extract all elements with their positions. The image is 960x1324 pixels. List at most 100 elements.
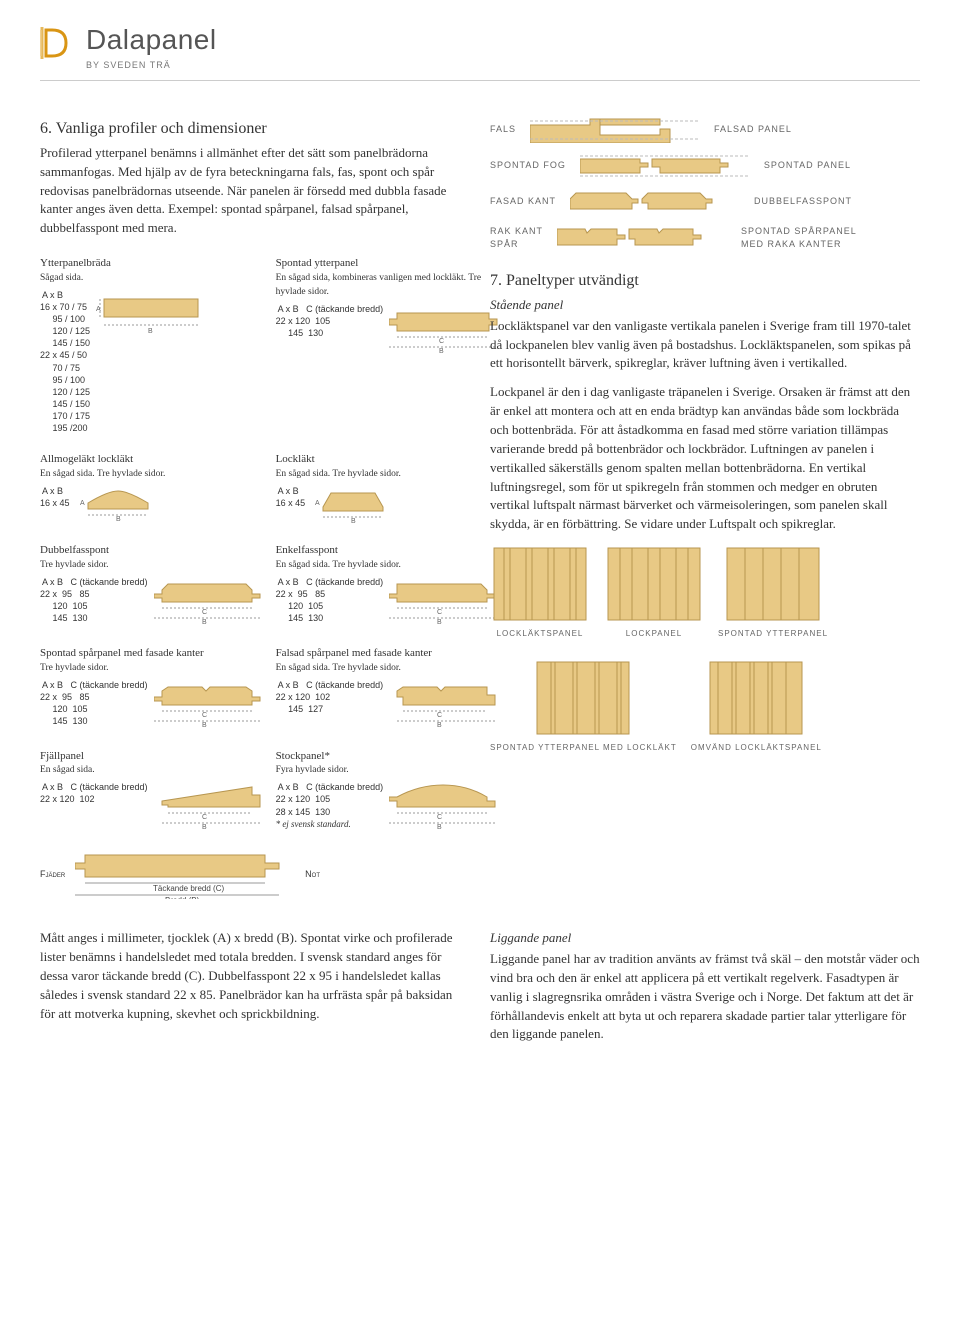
profile-locklakt: Lockläkt En sågad sida. Tre hyvlade sido…	[276, 452, 510, 525]
tag-spontad-fog: SPONTAD FOG	[490, 159, 566, 172]
panel-illustration-icon	[604, 544, 704, 624]
panel-spontad-ytterpanel: SPONTAD YTTERPANEL	[718, 544, 828, 640]
svg-text:C: C	[437, 814, 442, 821]
profile-dims: A x B 16 x 70 / 75 95 / 100 120 / 125 14…	[40, 289, 90, 435]
profile-title: Spontad spårpanel med fasade kanter	[40, 646, 264, 662]
staende-p2: Lockpanel är den i dag vanligaste träpan…	[490, 383, 920, 534]
profile-desc: En sågad sida. Tre hyvlade sidor.	[40, 468, 264, 482]
profile-desc: En sågad sida. Tre hyvlade sidor.	[276, 662, 510, 676]
svg-text:B: B	[437, 722, 442, 729]
profile-dims: A x B C (täckande bredd) 22 x 120 105 28…	[276, 781, 384, 817]
svg-text:B: B	[439, 348, 444, 355]
profile-desc: En sågad sida.	[40, 764, 264, 778]
profile-dims: A x B 16 x 45	[40, 485, 70, 509]
profile-enkelfasspont: Enkelfasspont En sågad sida. Tre hyvlade…	[276, 543, 510, 628]
board-cross-section-icon: C B	[154, 781, 264, 833]
falsad-panel-icon	[530, 117, 700, 143]
profile-title: Stockpanel*	[276, 749, 510, 765]
profile-title: Dubbelfasspont	[40, 543, 264, 559]
svg-text:C: C	[202, 712, 207, 719]
svg-text:B: B	[437, 824, 442, 831]
caption-falsad-panel: FALSAD PANEL	[714, 123, 792, 136]
profile-title: Fjällpanel	[40, 749, 264, 765]
spontad-sparpanel-icon	[557, 225, 727, 251]
panel-types-row2: SPONTAD YTTERPANEL MED LOCKLÄKT OMVÄND L…	[490, 658, 920, 754]
profile-desc: En sågad sida. Tre hyvlade sidor.	[276, 468, 510, 482]
svg-text:A: A	[80, 500, 85, 507]
logo-mark-icon	[40, 24, 78, 68]
svg-text:C: C	[439, 338, 444, 345]
board-cross-section-icon: A B	[96, 289, 206, 337]
profile-title: Lockläkt	[276, 452, 510, 468]
fjader-label: Fjäder	[40, 868, 65, 881]
section6-body: Profilerad ytterpanel benämns i allmänhe…	[40, 144, 460, 238]
panel-spontad-ytterpanel-locklakt: SPONTAD YTTERPANEL MED LOCKLÄKT	[490, 658, 677, 754]
profile-stockpanel: Stockpanel* Fyra hyvlade sidor. A x B C …	[276, 749, 510, 834]
profile-desc: Sågad sida.	[40, 272, 264, 286]
label-row-spontad: SPONTAD FOG SPONTAD PANEL	[490, 153, 920, 179]
profile-spontad-ytterpanel: Spontad ytterpanel En sågad sida, kombin…	[276, 256, 510, 434]
staende-title: Stående panel	[490, 296, 920, 315]
profile-dims: A x B 16 x 45	[276, 485, 306, 509]
brand-name: Dalapanel	[86, 20, 217, 61]
profile-title: Spontad ytterpanel	[276, 256, 510, 272]
header-divider	[40, 80, 920, 81]
profile-desc: En sågad sida. Tre hyvlade sidor.	[276, 559, 510, 573]
svg-text:A: A	[315, 500, 320, 507]
panel-lockpanel: LOCKPANEL	[604, 544, 704, 640]
bottom-left: Mått anges i millimeter, tjocklek (A) x …	[40, 929, 460, 1054]
liggande-p1: Liggande panel har av tradition använts …	[490, 950, 920, 1044]
profile-spontad-sparpanel: Spontad spårpanel med fasade kanter Tre …	[40, 646, 264, 731]
profile-title: Allmogeläkt lockläkt	[40, 452, 264, 468]
caption-spontad-sparpanel: SPONTAD SPÅRPANEL MED RAKA KANTER	[741, 225, 861, 251]
tag-rak-kant: RAK KANT	[490, 225, 543, 238]
svg-text:B: B	[202, 722, 207, 729]
profile-dims: A x B C (täckande bredd) 22 x 120 102	[40, 781, 148, 805]
svg-text:C: C	[202, 814, 207, 821]
tag-spar: SPÅR	[490, 238, 543, 251]
profile-dims: A x B C (täckande bredd) 22 x 95 85 120 …	[40, 679, 148, 728]
profile-desc: Fyra hyvlade sidor.	[276, 764, 510, 778]
panel-caption: OMVÄND LOCKLÄKTSPANEL	[691, 742, 822, 754]
profile-label-diagrams: FALS FALSAD PANEL SPONTAD FOG SPONTAD PA…	[490, 117, 920, 251]
svg-text:C: C	[437, 712, 442, 719]
panel-illustration-icon	[723, 544, 823, 624]
panel-illustration-icon	[490, 544, 590, 624]
profile-dims: A x B C (täckande bredd) 22 x 120 102 14…	[276, 679, 384, 715]
brand-header: Dalapanel BY SVEDEN TRÄ	[40, 20, 920, 72]
board-cross-section-icon: C B	[389, 576, 499, 628]
svg-text:B: B	[116, 516, 121, 523]
board-cross-section-icon: A B	[78, 485, 158, 525]
profile-desc: Tre hyvlade sidor.	[40, 559, 264, 573]
profile-dims: A x B C (täckande bredd) 22 x 95 85 120 …	[276, 576, 384, 625]
page-columns: 6. Vanliga profiler och dimensioner Prof…	[40, 117, 920, 900]
spontad-panel-icon	[580, 153, 750, 179]
panel-types-row1: LOCKLÄKTSPANEL LOCKPANEL	[490, 544, 920, 640]
svg-text:C: C	[437, 609, 442, 616]
profile-ytterpanelbrada: Ytterpanelbräda Sågad sida. A x B 16 x 7…	[40, 256, 264, 434]
right-column: FALS FALSAD PANEL SPONTAD FOG SPONTAD PA…	[490, 117, 920, 900]
profile-title: Falsad spårpanel med fasade kanter	[276, 646, 510, 662]
profile-dims: A x B C (täckande bredd) 22 x 120 105 14…	[276, 303, 384, 339]
panel-locklaktspanel: LOCKLÄKTSPANEL	[490, 544, 590, 640]
caption-dubbelfasspont: DUBBELFASSPONT	[754, 195, 852, 208]
svg-text:Täckande bredd (C): Täckande bredd (C)	[153, 884, 224, 893]
label-row-fals: FALS FALSAD PANEL	[490, 117, 920, 143]
svg-text:Bredd (B): Bredd (B)	[165, 896, 200, 899]
label-row-rak: RAK KANT SPÅR SPONTAD SPÅRPANEL MED RAKA…	[490, 225, 920, 251]
svg-text:B: B	[202, 824, 207, 831]
panel-illustration-icon	[533, 658, 633, 738]
svg-text:B: B	[351, 518, 356, 525]
panel-caption: LOCKLÄKTSPANEL	[497, 628, 584, 640]
board-cross-section-icon: C B	[389, 679, 499, 731]
profile-dims: A x B C (täckande bredd) 22 x 95 85 120 …	[40, 576, 148, 625]
board-cross-section-icon: A B	[313, 485, 393, 525]
panel-caption: SPONTAD YTTERPANEL MED LOCKLÄKT	[490, 742, 677, 754]
profile-title: Enkelfasspont	[276, 543, 510, 559]
caption-spontad-panel: SPONTAD PANEL	[764, 159, 851, 172]
liggande-title: Liggande panel	[490, 929, 920, 948]
label-row-fasad: FASAD KANT DUBBELFASSPONT	[490, 189, 920, 215]
staende-p1: Lockläktspanel var den vanligaste vertik…	[490, 317, 920, 374]
profile-falsad-sparpanel: Falsad spårpanel med fasade kanter En så…	[276, 646, 510, 731]
profile-grid: Ytterpanelbräda Sågad sida. A x B 16 x 7…	[40, 256, 460, 833]
